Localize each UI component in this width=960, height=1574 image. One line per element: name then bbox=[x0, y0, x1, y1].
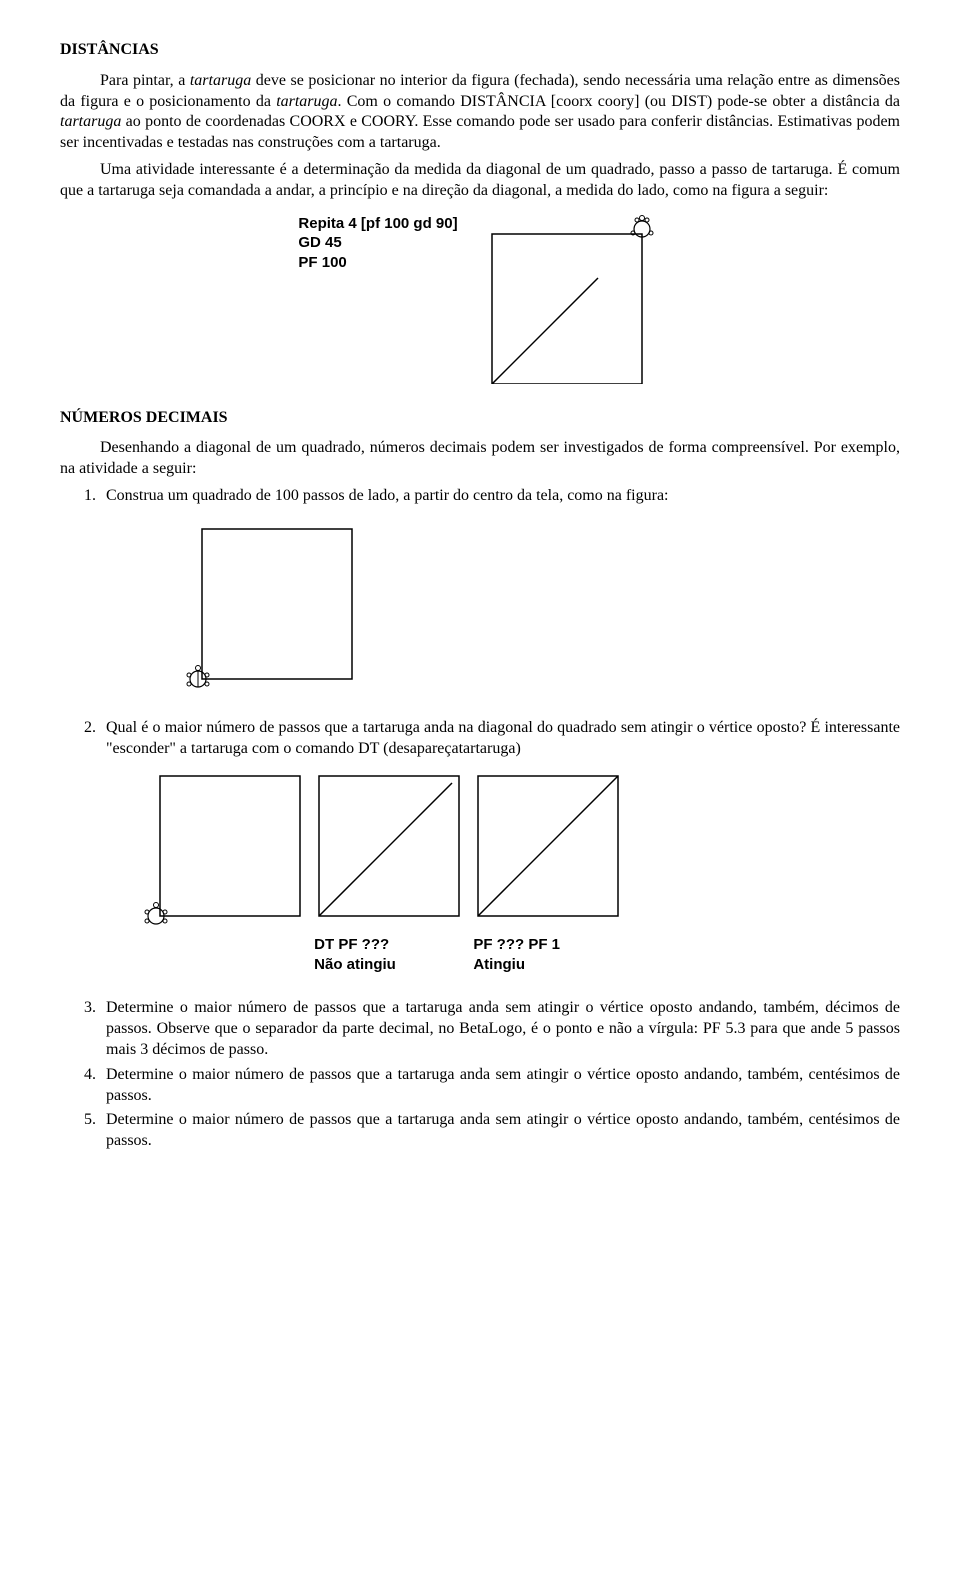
text: ao ponto de coordenadas COORX e COORY. E… bbox=[60, 113, 900, 151]
caption-text: Não atingiu bbox=[314, 955, 469, 975]
list-item-2: Qual é o maior número de passos que a ta… bbox=[100, 718, 900, 760]
text: . Com o comando DISTÂNCIA [coorx coory] … bbox=[338, 93, 900, 110]
figure-square-diagonal-turtle bbox=[482, 214, 662, 384]
figure-square-b bbox=[314, 771, 469, 931]
text-italic: tartaruga bbox=[276, 93, 337, 110]
figure-square-c bbox=[473, 771, 628, 931]
caption-text: PF ??? PF 1 bbox=[473, 935, 628, 955]
list-item-3: Determine o maior número de passos que a… bbox=[100, 998, 900, 1060]
section-heading-numeros-decimais: NÚMEROS DECIMAIS bbox=[60, 408, 900, 429]
code-line: PF 100 bbox=[298, 253, 457, 273]
text-italic: tartaruga bbox=[190, 72, 251, 89]
list-item-1: Construa um quadrado de 100 passos de la… bbox=[100, 486, 900, 507]
figure-diagonal-code: Repita 4 [pf 100 gd 90] GD 45 PF 100 bbox=[60, 214, 900, 384]
paragraph-distancias-2: Uma atividade interessante é a determina… bbox=[60, 160, 900, 202]
text: Para pintar, a bbox=[100, 72, 190, 89]
list-item-5: Determine o maior número de passos que a… bbox=[100, 1110, 900, 1152]
code-block: Repita 4 [pf 100 gd 90] GD 45 PF 100 bbox=[298, 214, 457, 273]
caption-text: Atingiu bbox=[473, 955, 628, 975]
figure-three-squares: DT PF ??? Não atingiu PF ??? PF 1 Atingi… bbox=[140, 771, 900, 974]
figure-square-a bbox=[140, 771, 310, 931]
code-line: Repita 4 [pf 100 gd 90] bbox=[298, 214, 457, 234]
figure-square-turtle-origin bbox=[180, 519, 900, 694]
code-line: GD 45 bbox=[298, 233, 457, 253]
paragraph-decimais-1: Desenhando a diagonal de um quadrado, nú… bbox=[60, 438, 900, 480]
caption-text: DT PF ??? bbox=[314, 935, 469, 955]
section-heading-distancias: DISTÂNCIAS bbox=[60, 40, 900, 61]
paragraph-distancias-1: Para pintar, a tartaruga deve se posicio… bbox=[60, 71, 900, 154]
list-item-4: Determine o maior número de passos que a… bbox=[100, 1065, 900, 1107]
text-italic: tartaruga bbox=[60, 113, 121, 130]
